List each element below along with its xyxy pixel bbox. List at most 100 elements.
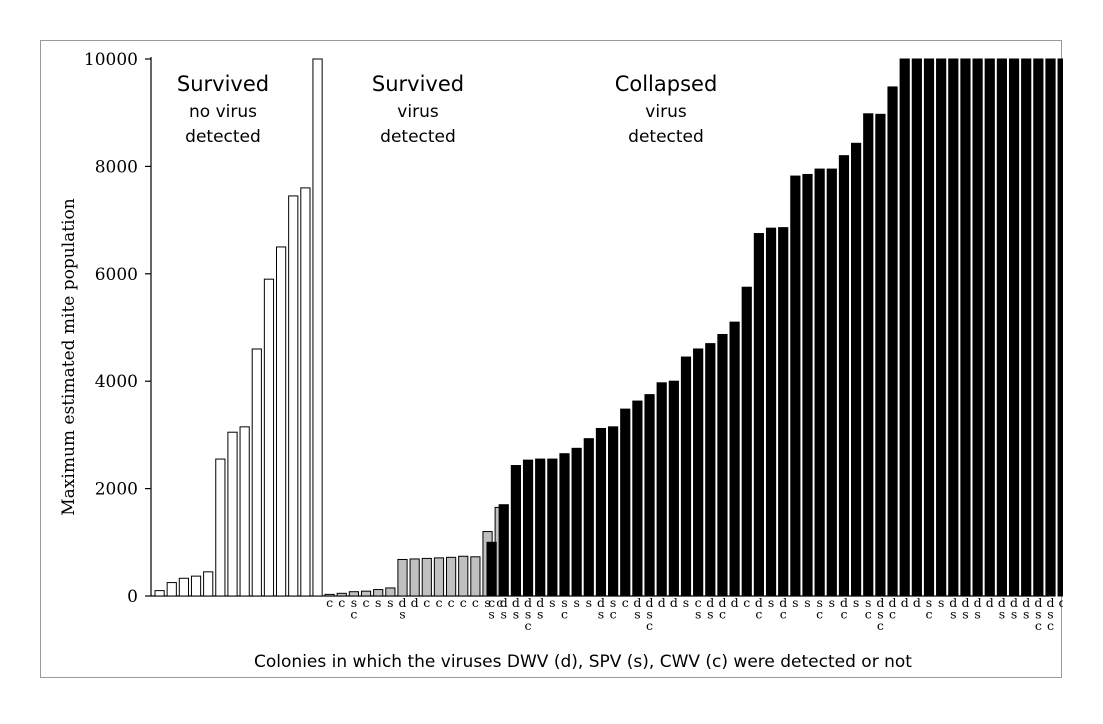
virus-label: s [573,595,579,610]
virus-label: d [500,595,508,610]
virus-label: s [974,607,980,622]
bar [875,113,886,597]
bar [620,408,631,597]
group-subheading: detected [185,127,261,147]
bar [446,556,457,597]
virus-label: s [938,595,944,610]
virus-label: c [610,607,617,622]
bar [239,426,250,597]
y-axis-ticks: 0 2000 4000 6000 8000 10000 [84,50,151,607]
virus-label: c [496,595,503,610]
virus-label: s [646,607,652,622]
bar [154,590,165,597]
virus-label: d [779,595,787,610]
virus-label: s [1035,607,1041,622]
virus-label: c [1035,618,1042,633]
virus-label: c [840,607,847,622]
virus-label: c [743,595,750,610]
bar [851,142,862,597]
figure-frame: 0 2000 4000 6000 8000 10000 Survived no virus d… [40,40,1063,678]
virus-label: s [804,595,810,610]
bar [288,195,299,597]
virus-label: s [695,607,701,622]
virus-label: c [448,595,455,610]
virus-label: c [646,618,653,633]
bar [535,458,546,597]
bar [1021,58,1032,597]
bar [409,558,420,597]
bar [312,58,323,597]
bar [765,227,777,597]
virus-label: s [683,595,689,610]
virus-label: s [610,595,616,610]
bar [498,504,509,597]
virus-label: d [949,595,957,610]
virus-label: s [586,595,592,610]
bar [680,356,692,597]
virus-label: s [488,607,494,622]
virus-label: c [525,618,532,633]
virus-label: s [768,595,774,610]
virus-label: d [731,595,739,610]
bar [421,557,432,597]
virus-label: c [488,595,495,610]
virus-label: s [484,595,490,610]
group-subheading: detected [380,127,456,147]
mite-population-chart: 0 2000 4000 6000 8000 10000 Survived no virus d… [59,50,1063,672]
bar [936,58,947,597]
virus-label: c [561,607,568,622]
virus-label: d [670,595,678,610]
virus-label: c [695,595,702,610]
bar [1057,58,1063,597]
y-axis-label: Maximum estimated mite population [59,198,79,516]
bar [790,175,801,597]
group-heading: Survived [177,72,269,96]
bar [693,348,704,597]
virus-label: s [853,595,859,610]
bar [814,168,825,597]
bar [571,447,582,597]
bar [656,382,667,597]
bar [705,343,716,597]
bar [717,333,728,597]
bar [887,86,898,597]
virus-label: c [1047,618,1054,633]
virus-label: s [525,607,531,622]
bar [644,394,655,597]
bar [486,541,497,597]
virus-label: c [435,595,442,610]
virus-label: d [840,595,848,610]
virus-label: d [512,595,520,610]
virus-label: s [950,607,956,622]
group-subheading: no virus [189,102,257,122]
y-tick-label: 8000 [95,157,138,177]
virus-label: c [719,607,726,622]
bar [324,593,335,597]
bar [911,58,922,597]
bar [360,590,372,597]
virus-label: d [961,595,969,610]
virus-label: s [877,607,883,622]
bar [863,113,874,597]
virus-label: c [755,607,762,622]
bar [729,321,740,597]
bar [1045,58,1056,597]
bar [433,557,445,597]
virus-label: d [1022,595,1030,610]
virus-label: c [363,595,370,610]
virus-label: c [460,595,467,610]
virus-label: c [338,595,345,610]
virus-label: s [926,595,932,610]
group-heading: Survived [372,72,464,96]
virus-label: d [633,595,641,610]
virus-label: d [536,595,544,610]
virus-label: d [889,595,897,610]
virus-label: d [597,595,605,610]
y-tick-label: 2000 [95,480,138,500]
bar [899,58,910,597]
bar [385,587,396,597]
group-subheading: virus [397,102,439,122]
virus-label: d [646,595,654,610]
virus-label: c [423,595,430,610]
